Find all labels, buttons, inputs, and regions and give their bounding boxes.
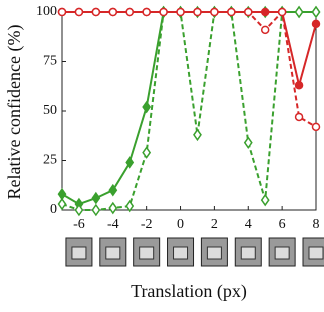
thumbnail xyxy=(302,237,324,267)
marker xyxy=(57,187,67,201)
thumbnail-car xyxy=(308,246,324,260)
x-tick-label: 4 xyxy=(245,217,252,232)
marker xyxy=(311,5,321,19)
marker xyxy=(243,136,253,149)
thumbnail-car xyxy=(173,246,189,260)
marker xyxy=(142,7,151,17)
marker xyxy=(125,156,135,169)
marker xyxy=(193,7,202,17)
marker xyxy=(74,203,84,217)
marker xyxy=(125,7,134,17)
thumbnail-car xyxy=(71,246,87,260)
y-tick-label: 25 xyxy=(43,153,57,168)
marker xyxy=(108,7,118,17)
marker xyxy=(142,146,152,159)
marker xyxy=(311,122,321,132)
y-axis-label: Relative confidence (%) xyxy=(4,25,25,200)
marker xyxy=(210,7,219,17)
marker xyxy=(108,201,118,215)
marker xyxy=(91,191,101,205)
thumbnail xyxy=(167,237,195,267)
thumbnail xyxy=(200,237,228,267)
marker xyxy=(311,19,321,29)
thumbnail-car xyxy=(139,246,155,260)
y-tick-label: 0 xyxy=(50,202,57,217)
thumbnail xyxy=(234,237,262,267)
x-tick-label: -4 xyxy=(107,217,119,232)
x-tick-label: -2 xyxy=(141,217,153,232)
x-tick-label: 2 xyxy=(211,217,218,232)
marker xyxy=(91,7,101,17)
x-axis-label: Translation (px) xyxy=(131,281,247,302)
thumbnail-car xyxy=(240,246,256,260)
series-line xyxy=(62,9,317,128)
marker xyxy=(294,81,304,90)
plot-frame xyxy=(61,11,317,211)
marker xyxy=(244,7,253,17)
thumbnail-image xyxy=(234,237,262,267)
thumbnail xyxy=(65,237,93,267)
series-line xyxy=(61,11,316,211)
thumbnail-car xyxy=(274,246,290,260)
thumbnail-image xyxy=(65,237,93,267)
thumbnail xyxy=(133,237,161,267)
marker xyxy=(57,197,67,211)
thumbnail-car xyxy=(105,246,121,260)
marker xyxy=(277,7,287,17)
marker xyxy=(74,7,84,17)
marker xyxy=(176,7,185,17)
marker xyxy=(227,7,236,17)
marker xyxy=(294,5,304,19)
marker xyxy=(91,203,101,217)
marker xyxy=(193,128,202,142)
marker xyxy=(260,193,270,207)
y-tick-label: 75 xyxy=(43,54,57,69)
marker xyxy=(125,199,135,213)
marker xyxy=(57,7,67,17)
x-tick-label: 6 xyxy=(279,217,286,232)
marker xyxy=(260,7,270,17)
thumbnail xyxy=(99,237,127,267)
marker xyxy=(142,100,152,114)
thumbnail xyxy=(268,237,296,267)
series-line xyxy=(61,11,316,206)
marker xyxy=(108,183,118,197)
x-tick-label: 0 xyxy=(177,217,184,232)
y-tick-label: 100 xyxy=(36,4,57,19)
x-tick-label: 8 xyxy=(313,217,320,232)
marker xyxy=(294,112,304,122)
marker xyxy=(159,7,168,17)
y-tick-label: 50 xyxy=(43,103,57,118)
thumbnail-car xyxy=(206,246,222,260)
x-tick-label: -6 xyxy=(73,217,85,232)
marker xyxy=(260,25,270,35)
